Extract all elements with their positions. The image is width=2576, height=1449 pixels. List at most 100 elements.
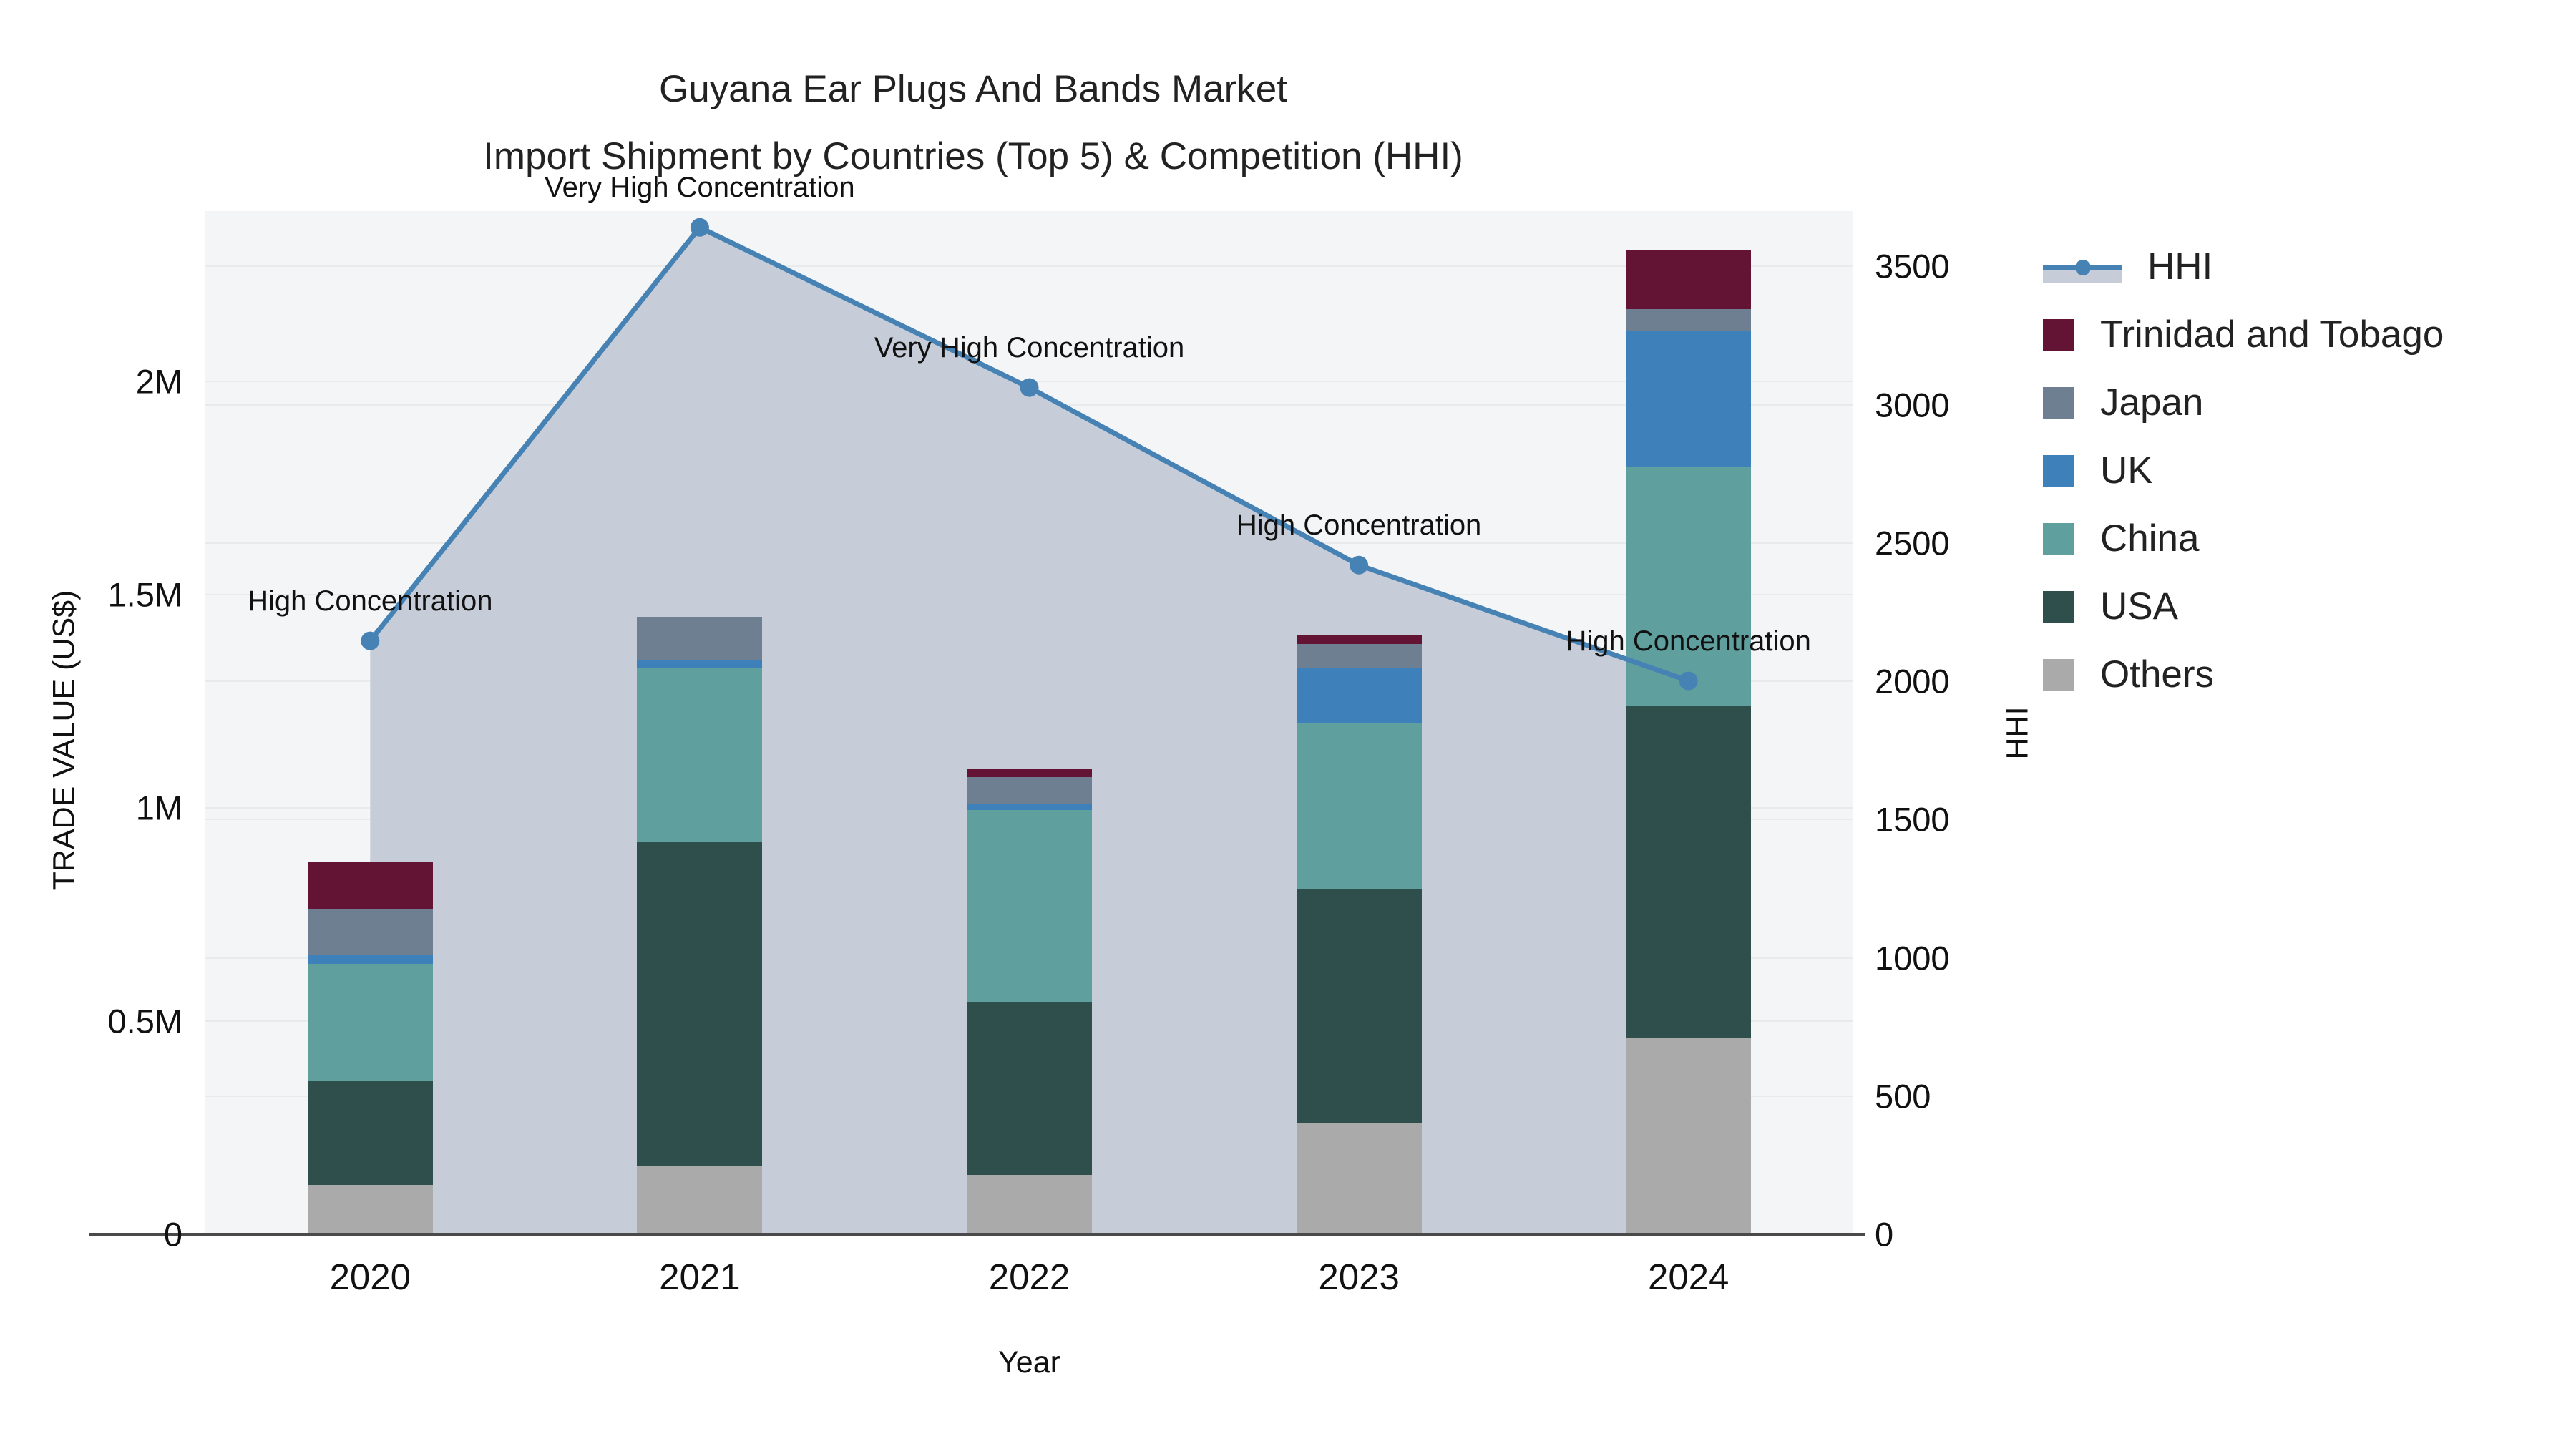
legend-item[interactable]: UK (2043, 436, 2572, 504)
legend-item[interactable]: USA (2043, 572, 2572, 640)
y-axis-tick-mark (1852, 1233, 1865, 1236)
y-axis-right-ticks: 0 500 1000 1500 2000 2500 3000 3500 (1852, 0, 2089, 1449)
y-axis-left-tick-label: 0.5M (107, 1002, 183, 1040)
legend-item-label: Trinidad and Tobago (2100, 313, 2444, 356)
y-axis-right-tick-label: 2000 (1875, 662, 1950, 701)
y-axis-left-tick-label: 1.5M (107, 575, 183, 614)
bar-segment[interactable] (967, 1002, 1092, 1175)
gridline (205, 265, 1853, 268)
legend-color-swatch (2043, 590, 2074, 623)
y-axis-right-tick-label: 3000 (1875, 386, 1950, 424)
legend-item[interactable]: Trinidad and Tobago (2043, 301, 2572, 369)
bar-segment[interactable] (307, 1080, 433, 1186)
bar-segment[interactable] (1626, 1038, 1752, 1234)
hhi-line-layer (205, 211, 1853, 1234)
hhi-annotation: High Concentration (1566, 625, 1811, 657)
bar-segment[interactable] (637, 617, 763, 660)
legend-item[interactable]: Japan (2043, 369, 2572, 436)
legend-color-swatch (2043, 318, 2074, 351)
legend-item-label: Japan (2100, 381, 2204, 424)
legend: HHI Trinidad and Tobago Japan UK China USA Oth… (2043, 233, 2572, 708)
bar-segment[interactable] (1626, 309, 1752, 331)
y-axis-left-tick-label: 2M (135, 362, 182, 401)
legend-item-label: Others (2100, 653, 2215, 696)
hhi-annotation: High Concentration (248, 585, 493, 617)
bar-segment[interactable] (307, 1185, 433, 1234)
legend-item[interactable]: Others (2043, 640, 2572, 708)
legend-color-swatch (2043, 386, 2074, 419)
bar-segment[interactable] (1296, 667, 1422, 723)
y-axis-right-tick-label: 1000 (1875, 939, 1950, 977)
hhi-line (368, 224, 1689, 683)
bar-segment[interactable] (967, 776, 1092, 804)
legend-line-marker (2075, 259, 2091, 275)
bar-segment[interactable] (307, 954, 433, 964)
legend-line-swatch (2043, 251, 2122, 283)
x-axis-tick-label: 2020 (329, 1257, 411, 1297)
x-axis-tick-label: 2021 (659, 1257, 741, 1297)
legend-color-swatch (2043, 454, 2074, 487)
bar-segment[interactable] (1296, 1123, 1422, 1234)
y-axis-tick-mark (187, 1233, 200, 1236)
stacked-bar[interactable] (967, 769, 1092, 1234)
y-axis-right-tick-label: 500 (1875, 1077, 1931, 1116)
x-axis-tick-label: 2024 (1647, 1257, 1729, 1297)
hhi-data-point[interactable] (1020, 378, 1039, 397)
bar-segment[interactable] (1296, 723, 1422, 889)
hhi-annotation: Very High Concentration (874, 331, 1185, 364)
y-axis-left-ticks: 0 0.5M 1M 1.5M 2M (0, 0, 200, 1449)
y-axis-right-label: HHI (2000, 706, 2035, 760)
stacked-bar[interactable] (307, 862, 433, 1234)
stacked-bar[interactable] (1296, 635, 1422, 1234)
y-axis-right-tick-label: 2500 (1875, 524, 1950, 562)
plot-area (205, 211, 1853, 1235)
hhi-data-point[interactable] (1679, 671, 1698, 691)
y-axis-right-tick-label: 0 (1875, 1215, 1894, 1254)
y-axis-left-tick-label: 0 (163, 1215, 182, 1254)
hhi-data-point[interactable] (1350, 555, 1369, 575)
hhi-annotation: High Concentration (1236, 509, 1482, 541)
bar-segment[interactable] (307, 862, 433, 909)
hhi-data-point[interactable] (361, 631, 380, 650)
stacked-bars-layer (205, 211, 1853, 1234)
x-axis-tick-label: 2022 (988, 1257, 1070, 1297)
legend-color-swatch (2043, 658, 2074, 691)
bar-segment[interactable] (637, 841, 763, 1166)
bar-segment[interactable] (637, 667, 763, 842)
y-axis-right-tick-label: 3500 (1875, 247, 1950, 286)
bar-segment[interactable] (637, 659, 763, 668)
legend-item-label: HHI (2147, 245, 2213, 288)
bar-segment[interactable] (1296, 643, 1422, 668)
bar-segment[interactable] (967, 803, 1092, 811)
y-axis-left-label: TRADE VALUE (US$) (47, 590, 82, 891)
bar-segment[interactable] (1296, 889, 1422, 1124)
chart-subtitle: Import Shipment by Countries (Top 5) & C… (483, 135, 1463, 177)
legend-item[interactable]: China (2043, 504, 2572, 572)
hhi-data-point[interactable] (690, 218, 709, 237)
y-axis-right-tick-label: 1500 (1875, 800, 1950, 839)
bar-segment[interactable] (967, 1174, 1092, 1234)
legend-item-label: USA (2100, 585, 2178, 628)
bar-segment[interactable] (1626, 706, 1752, 1038)
x-axis-line (89, 1233, 1853, 1236)
y-axis-left-tick-label: 1M (135, 789, 182, 827)
bar-segment[interactable] (967, 769, 1092, 777)
hhi-annotation: Very High Concentration (545, 171, 855, 203)
x-axis-label: Year (998, 1345, 1060, 1380)
bar-segment[interactable] (307, 909, 433, 955)
bar-segment[interactable] (967, 810, 1092, 1002)
bar-segment[interactable] (1626, 249, 1752, 310)
chart-title-block: Guyana Ear Plugs And Bands Market Import… (0, 56, 1946, 190)
page-title: Guyana Ear Plugs And Bands Market (659, 68, 1287, 110)
stacked-bar[interactable] (637, 617, 763, 1234)
bar-segment[interactable] (1626, 330, 1752, 467)
legend-color-swatch (2043, 522, 2074, 555)
bar-segment[interactable] (637, 1166, 763, 1234)
bar-segment[interactable] (1296, 635, 1422, 644)
x-axis-tick-label: 2023 (1318, 1257, 1400, 1297)
bar-segment[interactable] (307, 963, 433, 1081)
legend-item-label: UK (2100, 449, 2153, 492)
legend-item-label: China (2100, 517, 2200, 560)
stacked-bar[interactable] (1626, 249, 1752, 1234)
legend-item[interactable]: HHI (2043, 233, 2572, 301)
